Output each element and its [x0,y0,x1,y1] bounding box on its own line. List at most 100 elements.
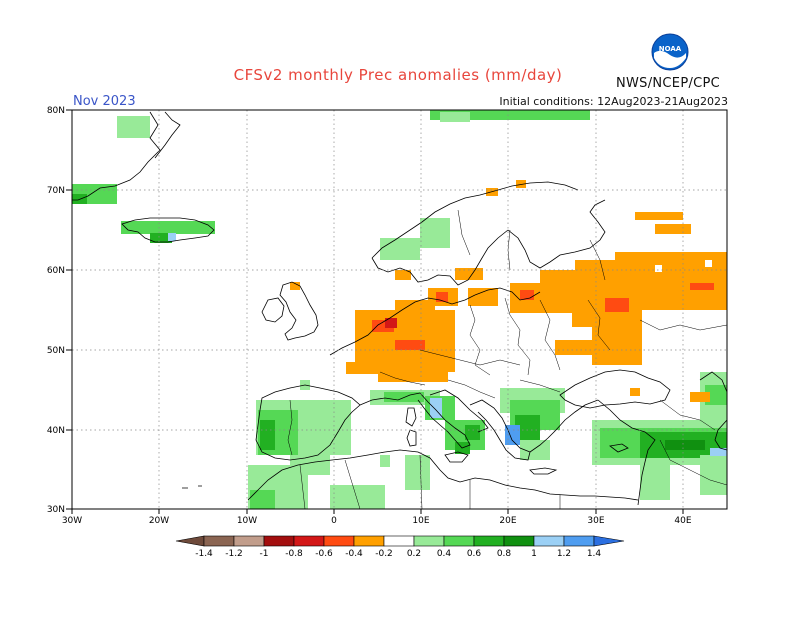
colorbar-label: 1.2 [557,549,571,559]
anomaly-patch [290,282,300,290]
anomaly-patch [395,300,435,315]
noaa-logo-icon: NOAA [651,33,689,71]
colorbar-label: -1.2 [225,549,243,559]
colorbar-segment [293,535,325,547]
svg-text:NOAA: NOAA [659,45,682,53]
colorbar-label: 1 [531,549,537,559]
anomaly-patch [690,392,710,402]
anomaly-patch [520,440,550,460]
lon-label: 20E [499,516,516,526]
anomaly-patch [290,455,330,475]
anomaly-patch [395,340,425,350]
lon-label: 40E [674,516,691,526]
anomaly-patch [121,221,215,234]
anomaly-patch [665,440,705,450]
anomaly-patch [705,385,727,405]
colorbar: -1.4 -1.2 -1 -0.8 -0.6 -0.4 -0.2 0.2 0.4… [175,535,625,559]
anomaly-patch [250,490,275,509]
colorbar-label: 0.2 [407,549,421,559]
map-frame [71,109,728,510]
lon-label: 10W [237,516,257,526]
anomaly-patch [640,460,670,500]
anomaly-patch [710,448,727,456]
colorbar-segment [533,535,565,547]
colorbar-segment [443,535,475,547]
anomaly-patch [330,485,385,509]
colorbar-label: -1 [260,549,269,559]
anomaly-patch [168,233,176,241]
anomaly-patch [405,455,430,490]
anomaly-patch [592,325,642,365]
anomaly-patch [605,298,629,312]
lat-label: 50N [47,346,65,356]
lat-label: 60N [47,266,65,276]
forecast-month: Nov 2023 [73,94,136,109]
colorbar-label: -1.4 [195,549,213,559]
colorbar-label: 1.4 [587,549,602,559]
colorbar-segment [233,535,265,547]
anomaly-patch [384,392,424,402]
borders [287,209,727,509]
colorbar-segment [353,535,385,547]
anomaly-patch [455,268,483,280]
colorbar-label: -0.2 [375,549,393,559]
anomaly-field [72,110,727,509]
anomaly-patch [420,218,450,248]
colorbar-label: -0.6 [315,549,333,559]
anomaly-patch [690,283,714,290]
anomaly-patch [705,260,712,267]
tick-marks [66,109,684,514]
lon-labels: 30W 20W 10W 0 10E 20E 30E 40E [62,516,692,526]
coastlines [72,111,727,506]
lon-label: 0 [331,516,337,526]
grid-lines [72,110,727,509]
colorbar-label: -0.8 [285,549,303,559]
colorbar-segment [383,535,415,547]
anomaly-patch [380,455,390,467]
anomaly-patch [346,362,396,374]
anomaly-patch [385,318,397,328]
lat-labels: 80N 70N 60N 50N 40N 30N [47,106,65,515]
colorbar-label: 0.4 [437,549,452,559]
organization-label: NWS/NCEP/CPC [616,76,721,91]
anomaly-patch [440,112,470,122]
initial-conditions: Initial conditions: 12Aug2023-21Aug2023 [499,95,728,108]
colorbar-segment [413,535,445,547]
colorbar-segment [203,535,235,547]
colorbar-segment [323,535,355,547]
colorbar-label: -0.4 [345,549,363,559]
anomaly-patch [430,110,590,120]
lat-label: 70N [47,186,65,196]
anomaly-patch [465,425,480,440]
anomaly-patch [117,116,150,138]
colorbar-label: 0.6 [467,549,482,559]
anomaly-patch [378,372,448,382]
anomaly-patch [395,270,411,280]
colorbar-segment [263,535,295,547]
anomaly-patch [700,455,727,495]
lon-label: 10E [412,516,429,526]
anomaly-patch [615,252,727,264]
colorbar-label: 0.8 [497,549,512,559]
lat-label: 30N [47,505,65,515]
anomaly-patch [260,420,275,450]
anomaly-patch [468,288,498,306]
anomaly-patch [150,233,172,243]
anomaly-patch [520,290,534,300]
anomaly-patch [655,224,691,234]
anomaly-patch [635,212,683,220]
lat-label: 80N [47,106,65,116]
colorbar-segment [473,535,505,547]
anomaly-patch [655,265,662,272]
anomaly-patch [380,238,420,260]
lon-label: 30W [62,516,82,526]
lon-label: 30E [587,516,604,526]
colorbar-segment [175,535,205,547]
colorbar-segment [593,535,625,547]
anomaly-patch [630,388,640,396]
anomaly-patch [436,292,448,302]
colorbar-segment [503,535,535,547]
anomaly-patch [555,340,595,355]
chart-title: CFSv2 monthly Prec anomalies (mm/day) [233,66,563,84]
